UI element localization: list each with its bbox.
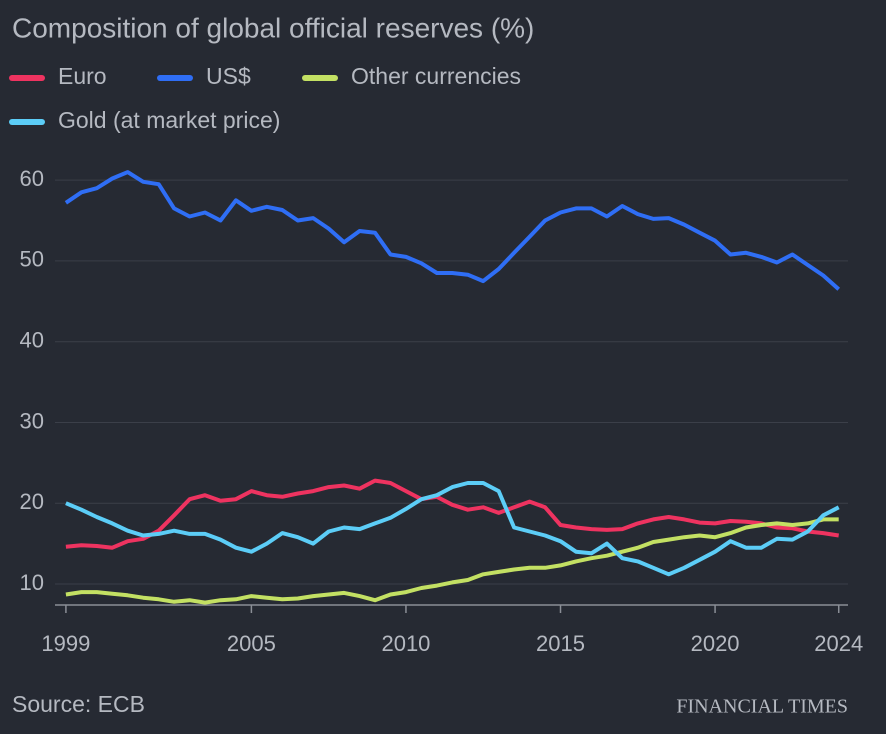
series-line [65, 517, 839, 605]
legend-label: Other currencies [351, 63, 521, 89]
y-tick-label: 60 [20, 166, 44, 191]
series-line [65, 481, 840, 577]
y-tick-label: 40 [20, 328, 44, 353]
x-tick-label: 2020 [691, 631, 740, 656]
source: Source: ECB [12, 691, 145, 717]
x-tick-label: 2005 [227, 631, 276, 656]
chart-title: Composition of global official reserves … [12, 12, 534, 43]
x-tick-label: 2015 [536, 631, 585, 656]
x-tick-label: 1999 [41, 631, 90, 656]
legend-label: US$ [206, 63, 251, 89]
series-line [65, 478, 840, 550]
legend-label: Gold (at market price) [58, 107, 280, 133]
y-tick-label: 20 [20, 489, 44, 514]
x-tick-label: 2024 [814, 631, 863, 656]
x-tick-label: 2010 [381, 631, 430, 656]
y-tick-label: 10 [20, 570, 44, 595]
series-line [64, 170, 841, 291]
legend-label: Euro [58, 63, 107, 89]
y-tick-label: 50 [20, 247, 44, 272]
y-tick-label: 30 [20, 408, 44, 433]
publisher: FINANCIAL TIMES [676, 696, 848, 718]
